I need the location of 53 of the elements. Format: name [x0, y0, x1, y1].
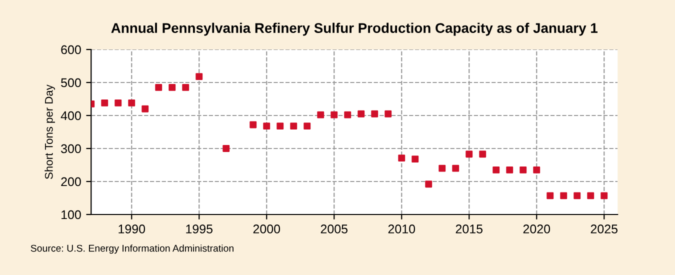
point — [182, 84, 190, 91]
point — [520, 166, 527, 174]
point — [574, 192, 581, 200]
point — [317, 111, 324, 118]
chart-title: Annual Pennsylvania Refinery Sulfur Production Capacity as of January 1 — [111, 22, 598, 36]
x-tick-label: 2005 — [320, 224, 348, 234]
x-tick-label: 2010 — [388, 224, 416, 234]
point — [479, 150, 486, 158]
x-tick-label: 2000 — [253, 224, 280, 234]
point — [425, 180, 432, 188]
y-tick-label: 600 — [61, 45, 81, 54]
point — [263, 122, 270, 130]
point — [155, 84, 162, 91]
point — [304, 122, 311, 130]
y-tick-label: 100 — [62, 210, 81, 220]
point — [546, 192, 554, 200]
point — [344, 111, 352, 118]
point — [222, 145, 230, 152]
point — [330, 111, 338, 118]
point — [358, 110, 365, 118]
point — [492, 166, 500, 174]
point — [533, 166, 540, 174]
x-tick-label: 1990 — [118, 224, 146, 234]
x-tick-label: 2015 — [456, 224, 483, 234]
x-tick-label: 1995 — [186, 224, 213, 234]
y-tick-label: 200 — [61, 177, 81, 186]
point — [196, 73, 203, 80]
point — [587, 192, 594, 200]
point — [276, 122, 284, 130]
point — [452, 164, 460, 172]
point — [101, 99, 108, 106]
point — [412, 156, 419, 163]
point — [600, 192, 608, 200]
x-tick-label: 2025 — [590, 224, 618, 234]
y-tick-label: 300 — [61, 144, 81, 154]
point — [250, 121, 257, 128]
point — [142, 105, 149, 112]
point — [438, 164, 446, 172]
y-axis-title: Short Tons per Day — [44, 84, 55, 179]
point — [466, 150, 473, 158]
point — [114, 99, 122, 106]
source-note: Source: U.S. Energy Information Administration — [30, 244, 234, 254]
point — [168, 84, 176, 91]
point — [128, 99, 136, 106]
point — [398, 154, 406, 162]
point — [384, 110, 392, 118]
point — [506, 166, 514, 174]
point — [290, 122, 298, 130]
x-tick-label: 2020 — [523, 224, 550, 234]
point — [371, 110, 378, 118]
y-tick-label: 400 — [60, 111, 81, 120]
y-tick-label: 500 — [61, 78, 81, 88]
point — [560, 192, 568, 200]
